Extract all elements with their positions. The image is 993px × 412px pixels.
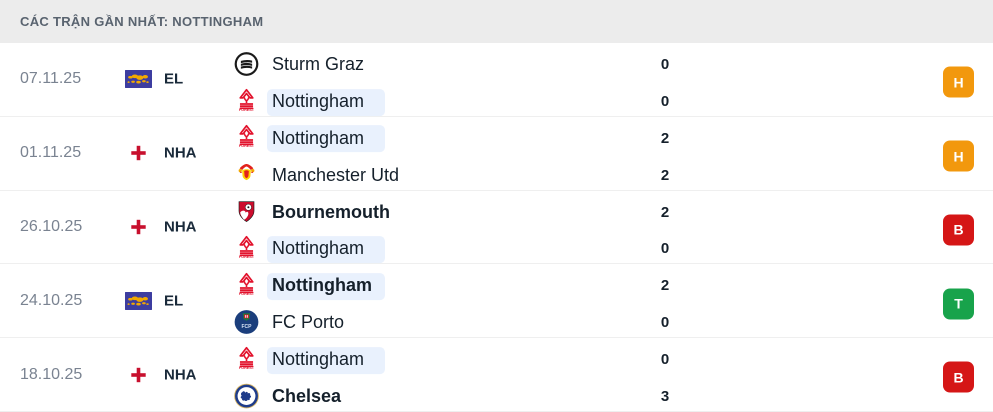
svg-text:FOREST: FOREST <box>239 366 255 370</box>
svg-text:FOREST: FOREST <box>239 145 255 149</box>
svg-text:FCP: FCP <box>242 324 253 330</box>
svg-text:FOREST: FOREST <box>239 108 255 112</box>
svg-text:FOREST: FOREST <box>239 292 255 296</box>
svg-text:FOREST: FOREST <box>239 255 255 259</box>
